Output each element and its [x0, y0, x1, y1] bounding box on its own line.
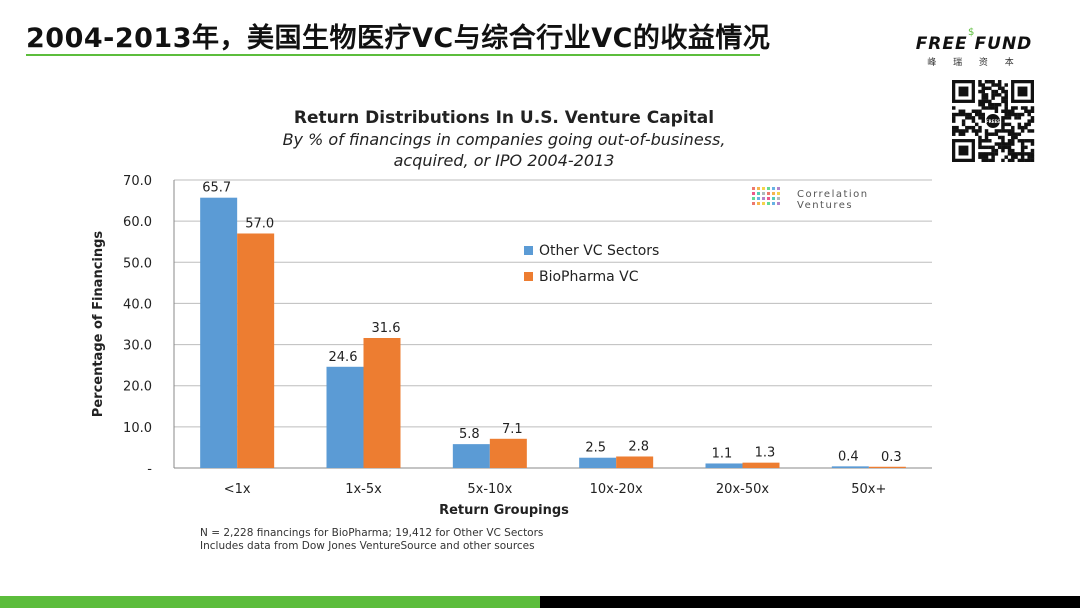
watermark-dot	[767, 197, 770, 200]
data-label: 1.1	[712, 446, 733, 461]
watermark-line1: Correlation	[797, 189, 869, 200]
legend-bg	[518, 241, 694, 261]
watermark-dot	[762, 202, 765, 205]
footnote-sample-size: N = 2,228 financings for BioPharma; 19,4…	[200, 527, 544, 539]
bar-other-vc	[326, 366, 364, 468]
data-label: 0.4	[838, 449, 859, 464]
footer-bar-black	[540, 596, 1080, 608]
watermark-dot	[762, 192, 765, 195]
chart-subtitle-line: By % of financings in companies going ou…	[283, 130, 726, 149]
x-tick-label: 20x-50x	[716, 482, 769, 497]
data-label: 65.7	[202, 181, 231, 196]
y-tick-label: 70.0	[123, 174, 152, 189]
watermark-dot	[767, 202, 770, 205]
y-tick-label: 10.0	[123, 421, 152, 436]
watermark-dot	[772, 187, 775, 190]
logo-dollar-icon: $	[968, 27, 975, 38]
svg-text:FREES: FREES	[986, 119, 1000, 124]
bar-biopharma	[363, 337, 401, 468]
watermark-line2: Ventures	[797, 200, 853, 211]
data-label: 2.8	[628, 439, 649, 454]
watermark-dot	[757, 187, 760, 190]
y-tick-label: 50.0	[123, 256, 152, 271]
footer-bar-green	[0, 596, 540, 608]
bar-chart: Return Distributions In U.S. Venture Cap…	[91, 108, 932, 518]
x-tick-label: 5x-10x	[467, 482, 512, 497]
bar-biopharma	[616, 456, 654, 468]
legend-bg	[518, 267, 694, 287]
bar-other-vc	[705, 463, 743, 468]
watermark-dot	[767, 187, 770, 190]
watermark-dot	[777, 192, 780, 195]
bar-other-vc	[579, 457, 617, 468]
data-label: 1.3	[755, 446, 776, 461]
y-tick-label: 60.0	[123, 215, 152, 230]
watermark-dot	[762, 197, 765, 200]
slide-title: 2004-2013年，美国生物医疗VC与综合行业VC的收益情况	[26, 23, 771, 54]
bar-other-vc	[200, 197, 238, 468]
watermark-dot	[777, 202, 780, 205]
bar-biopharma	[742, 462, 780, 468]
footnote-source: Includes data from Dow Jones VentureSour…	[200, 540, 535, 552]
title-underline	[26, 54, 760, 56]
bar-biopharma	[237, 233, 275, 468]
x-tick-label: <1x	[224, 482, 251, 497]
watermark-dot	[762, 187, 765, 190]
watermark-dot	[767, 192, 770, 195]
y-tick-label: -	[147, 462, 152, 477]
watermark-dot	[772, 202, 775, 205]
data-label: 7.1	[502, 422, 523, 437]
y-axis-label: Percentage of Financings	[91, 231, 106, 418]
x-tick-label: 50x+	[851, 482, 886, 497]
data-label: 0.3	[881, 450, 902, 465]
watermark-dot	[752, 202, 755, 205]
bar-biopharma	[489, 438, 527, 468]
qr-code-icon: FREES	[952, 80, 1035, 162]
x-axis-label: Return Groupings	[439, 503, 569, 518]
data-label: 24.6	[329, 350, 358, 365]
watermark-dot	[757, 197, 760, 200]
bar-other-vc	[831, 466, 869, 468]
legend-label: BioPharma VC	[539, 269, 639, 285]
data-label: 31.6	[372, 321, 401, 336]
data-label: 5.8	[459, 427, 480, 442]
bar-biopharma	[868, 466, 906, 468]
watermark-dot	[772, 192, 775, 195]
watermark-dot	[757, 202, 760, 205]
legend-swatch	[524, 272, 533, 281]
watermark-dot	[752, 187, 755, 190]
chart-subtitle-line: acquired, or IPO 2004-2013	[394, 151, 615, 170]
watermark-dot	[757, 192, 760, 195]
watermark-dot	[772, 197, 775, 200]
y-tick-label: 20.0	[123, 380, 152, 395]
free-fund-logo: FREE FUND $ 峰 瑞 资 本	[908, 27, 1040, 68]
chart-title: Return Distributions In U.S. Venture Cap…	[294, 108, 714, 128]
watermark-dot	[752, 192, 755, 195]
x-tick-label: 10x-20x	[590, 482, 643, 497]
watermark-dot	[777, 187, 780, 190]
watermark-dot	[752, 197, 755, 200]
legend-swatch	[524, 246, 533, 255]
logo-wordmark: FREE FUND	[915, 34, 1033, 54]
legend-label: Other VC Sectors	[539, 243, 659, 259]
bar-other-vc	[452, 444, 490, 468]
y-tick-label: 40.0	[123, 297, 152, 312]
y-tick-label: 30.0	[123, 339, 152, 354]
data-label: 2.5	[585, 441, 606, 456]
logo-subtitle: 峰 瑞 资 本	[927, 58, 1021, 68]
data-label: 57.0	[245, 216, 274, 231]
x-tick-label: 1x-5x	[345, 482, 382, 497]
watermark-dot	[777, 197, 780, 200]
